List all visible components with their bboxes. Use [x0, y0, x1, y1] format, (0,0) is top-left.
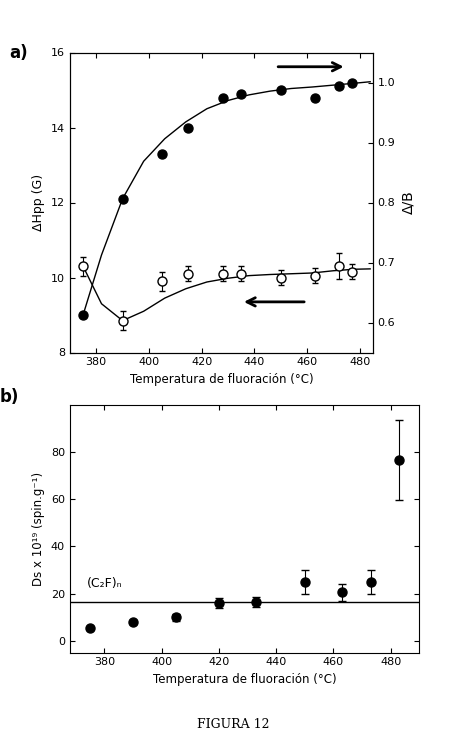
Y-axis label: ΔHpp (G): ΔHpp (G)	[32, 174, 45, 231]
X-axis label: Temperatura de fluoración (°C): Temperatura de fluoración (°C)	[153, 673, 336, 686]
Text: b): b)	[0, 388, 20, 406]
Text: (C₂F)ₙ: (C₂F)ₙ	[87, 577, 123, 590]
Text: FIGURA 12: FIGURA 12	[197, 718, 269, 731]
Y-axis label: Ds x 10¹⁹ (spin.g⁻¹): Ds x 10¹⁹ (spin.g⁻¹)	[32, 472, 45, 586]
X-axis label: Temperatura de fluoración (°C): Temperatura de fluoración (°C)	[130, 373, 313, 386]
Y-axis label: Δ/B: Δ/B	[401, 190, 415, 214]
Text: a): a)	[9, 44, 28, 62]
